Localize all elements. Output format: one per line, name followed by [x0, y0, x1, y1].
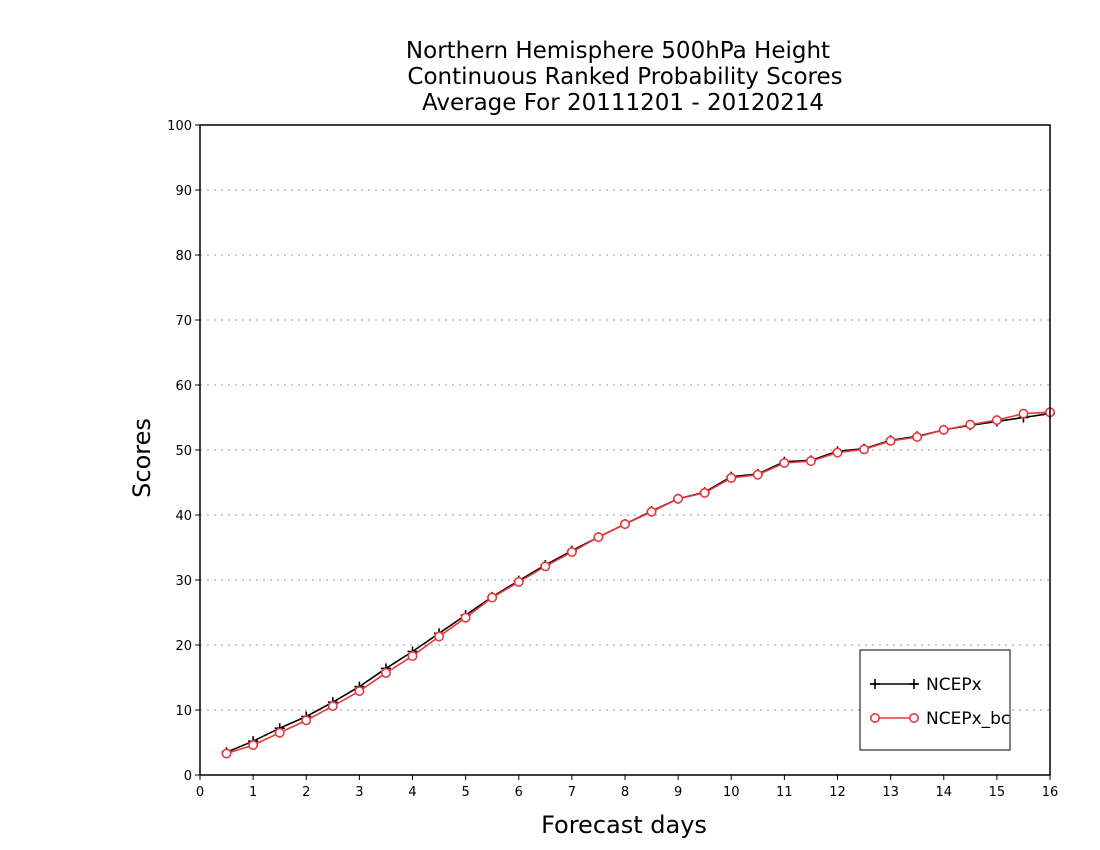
y-tick-label: 40 [175, 509, 192, 524]
data-point-circle [513, 576, 524, 587]
data-point-circle [354, 686, 365, 697]
x-axis-label: Forecast days [541, 811, 707, 839]
x-tick-label: 11 [776, 785, 793, 800]
data-point-circle [752, 469, 763, 480]
data-point-circle [885, 435, 896, 446]
y-tick-label: 0 [184, 769, 192, 784]
data-point-circle [566, 547, 577, 558]
y-tick-label: 70 [175, 314, 192, 329]
data-point-circle [646, 506, 657, 517]
x-axis-ticks: 0 1 2 3 4 5 6 7 8 9 10 11 12 13 14 15 16 [196, 775, 1058, 800]
x-tick-label: 10 [723, 785, 740, 800]
legend-item-ncepx: NCEPx [870, 675, 982, 695]
data-point-circle [434, 631, 445, 642]
data-point-circle [673, 493, 684, 504]
data-point-circle [859, 444, 870, 455]
y-axis-ticks: 0 10 20 30 40 50 60 70 80 90 100 [167, 119, 200, 784]
y-axis-label: Scores [128, 418, 156, 498]
data-point-circle [1018, 408, 1029, 419]
x-tick-label: 1 [249, 785, 257, 800]
data-point-circle [248, 740, 259, 751]
series-ncepx-bc [221, 407, 1056, 759]
chart-title: Northern Hemisphere 500hPa Height Contin… [406, 38, 843, 116]
x-tick-label: 5 [461, 785, 469, 800]
data-point-circle [221, 748, 232, 759]
x-tick-label: 15 [989, 785, 1006, 800]
data-point-circle [460, 612, 471, 623]
data-point-circle [965, 419, 976, 430]
data-point-circle [908, 712, 919, 723]
data-point-circle [540, 561, 551, 572]
x-tick-label: 2 [302, 785, 310, 800]
grid-lines [200, 189, 1050, 711]
data-point-circle [327, 701, 338, 712]
data-point-circle [912, 431, 923, 442]
data-point-circle [991, 415, 1002, 426]
series-layer [221, 407, 1056, 759]
x-tick-label: 13 [882, 785, 899, 800]
x-tick-label: 4 [408, 785, 416, 800]
y-tick-label: 30 [175, 574, 192, 589]
legend-box [859, 649, 1011, 751]
data-point-circle [487, 592, 498, 603]
y-tick-label: 90 [175, 184, 192, 199]
x-tick-label: 16 [1042, 785, 1059, 800]
legend-item-ncepx-bc: NCEPx_bc [869, 709, 1010, 729]
y-tick-label: 100 [167, 119, 192, 134]
data-point-circle [699, 487, 710, 498]
x-tick-label: 14 [935, 785, 952, 800]
data-point-circle [869, 712, 880, 723]
data-point-circle [301, 715, 312, 726]
plot-frame [199, 124, 1051, 776]
y-tick-label: 80 [175, 249, 192, 264]
data-point-circle [619, 519, 630, 530]
y-tick-label: 10 [175, 704, 192, 719]
data-point-plus [909, 679, 919, 689]
x-tick-label: 6 [515, 785, 523, 800]
data-point-circle [832, 447, 843, 458]
x-tick-label: 7 [568, 785, 576, 800]
x-tick-label: 12 [829, 785, 846, 800]
x-tick-label: 3 [355, 785, 363, 800]
data-point-circle [726, 472, 737, 483]
x-tick-label: 9 [674, 785, 682, 800]
legend-label: NCEPx [926, 675, 982, 695]
x-tick-label: 0 [196, 785, 204, 800]
data-point-circle [779, 457, 790, 468]
y-tick-label: 60 [175, 379, 192, 394]
chart-title-line-3: Average For 20111201 - 20120214 [422, 90, 824, 116]
x-tick-label: 8 [621, 785, 629, 800]
data-point-plus [870, 679, 880, 689]
data-point-circle [407, 651, 418, 662]
legend: NCEPx NCEPx_bc [859, 649, 1011, 751]
y-tick-label: 20 [175, 639, 192, 654]
data-point-circle [380, 667, 391, 678]
y-tick-label: 50 [175, 444, 192, 459]
chart-title-line-2: Continuous Ranked Probability Scores [407, 64, 842, 90]
data-point-circle [274, 727, 285, 738]
data-point-circle [938, 424, 949, 435]
data-point-circle [805, 456, 816, 467]
data-point-circle [593, 532, 604, 543]
legend-label: NCEPx_bc [926, 709, 1010, 729]
chart-title-line-1: Northern Hemisphere 500hPa Height [406, 38, 830, 64]
